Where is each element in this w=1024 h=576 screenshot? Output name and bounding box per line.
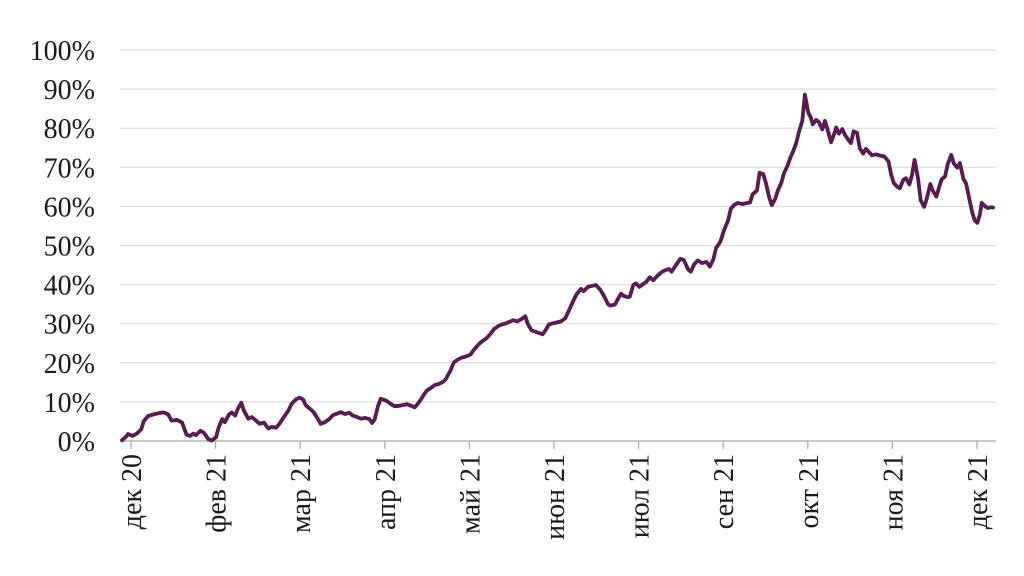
- y-axis-label: 90%: [44, 75, 95, 106]
- x-axis-label: ноя 21: [878, 454, 909, 530]
- x-axis-label: июл 21: [625, 454, 656, 538]
- x-axis-label: май 21: [455, 454, 486, 534]
- x-axis-label: дек 21: [963, 454, 994, 529]
- y-axis-label: 10%: [44, 388, 95, 419]
- y-axis-label: 80%: [44, 114, 95, 145]
- y-axis-label: 30%: [44, 310, 95, 341]
- x-axis-label: мар 21: [286, 454, 317, 533]
- y-axis-label: 20%: [44, 349, 95, 380]
- x-axis-label: сен 21: [709, 454, 740, 529]
- x-axis-label: дек 20: [117, 454, 148, 529]
- x-axis-label: окт 21: [794, 454, 825, 528]
- y-axis-label: 0%: [58, 427, 95, 458]
- y-axis-label: 40%: [44, 271, 95, 302]
- y-axis-label: 50%: [44, 232, 95, 263]
- x-axis-label: июн 21: [540, 454, 571, 540]
- y-axis-label: 100%: [30, 36, 95, 67]
- x-axis-label: апр 21: [371, 454, 402, 530]
- x-axis-label: фев 21: [202, 454, 233, 533]
- y-axis-label: 60%: [44, 192, 95, 223]
- data-line: [120, 92, 995, 443]
- y-axis-label: 70%: [44, 153, 95, 184]
